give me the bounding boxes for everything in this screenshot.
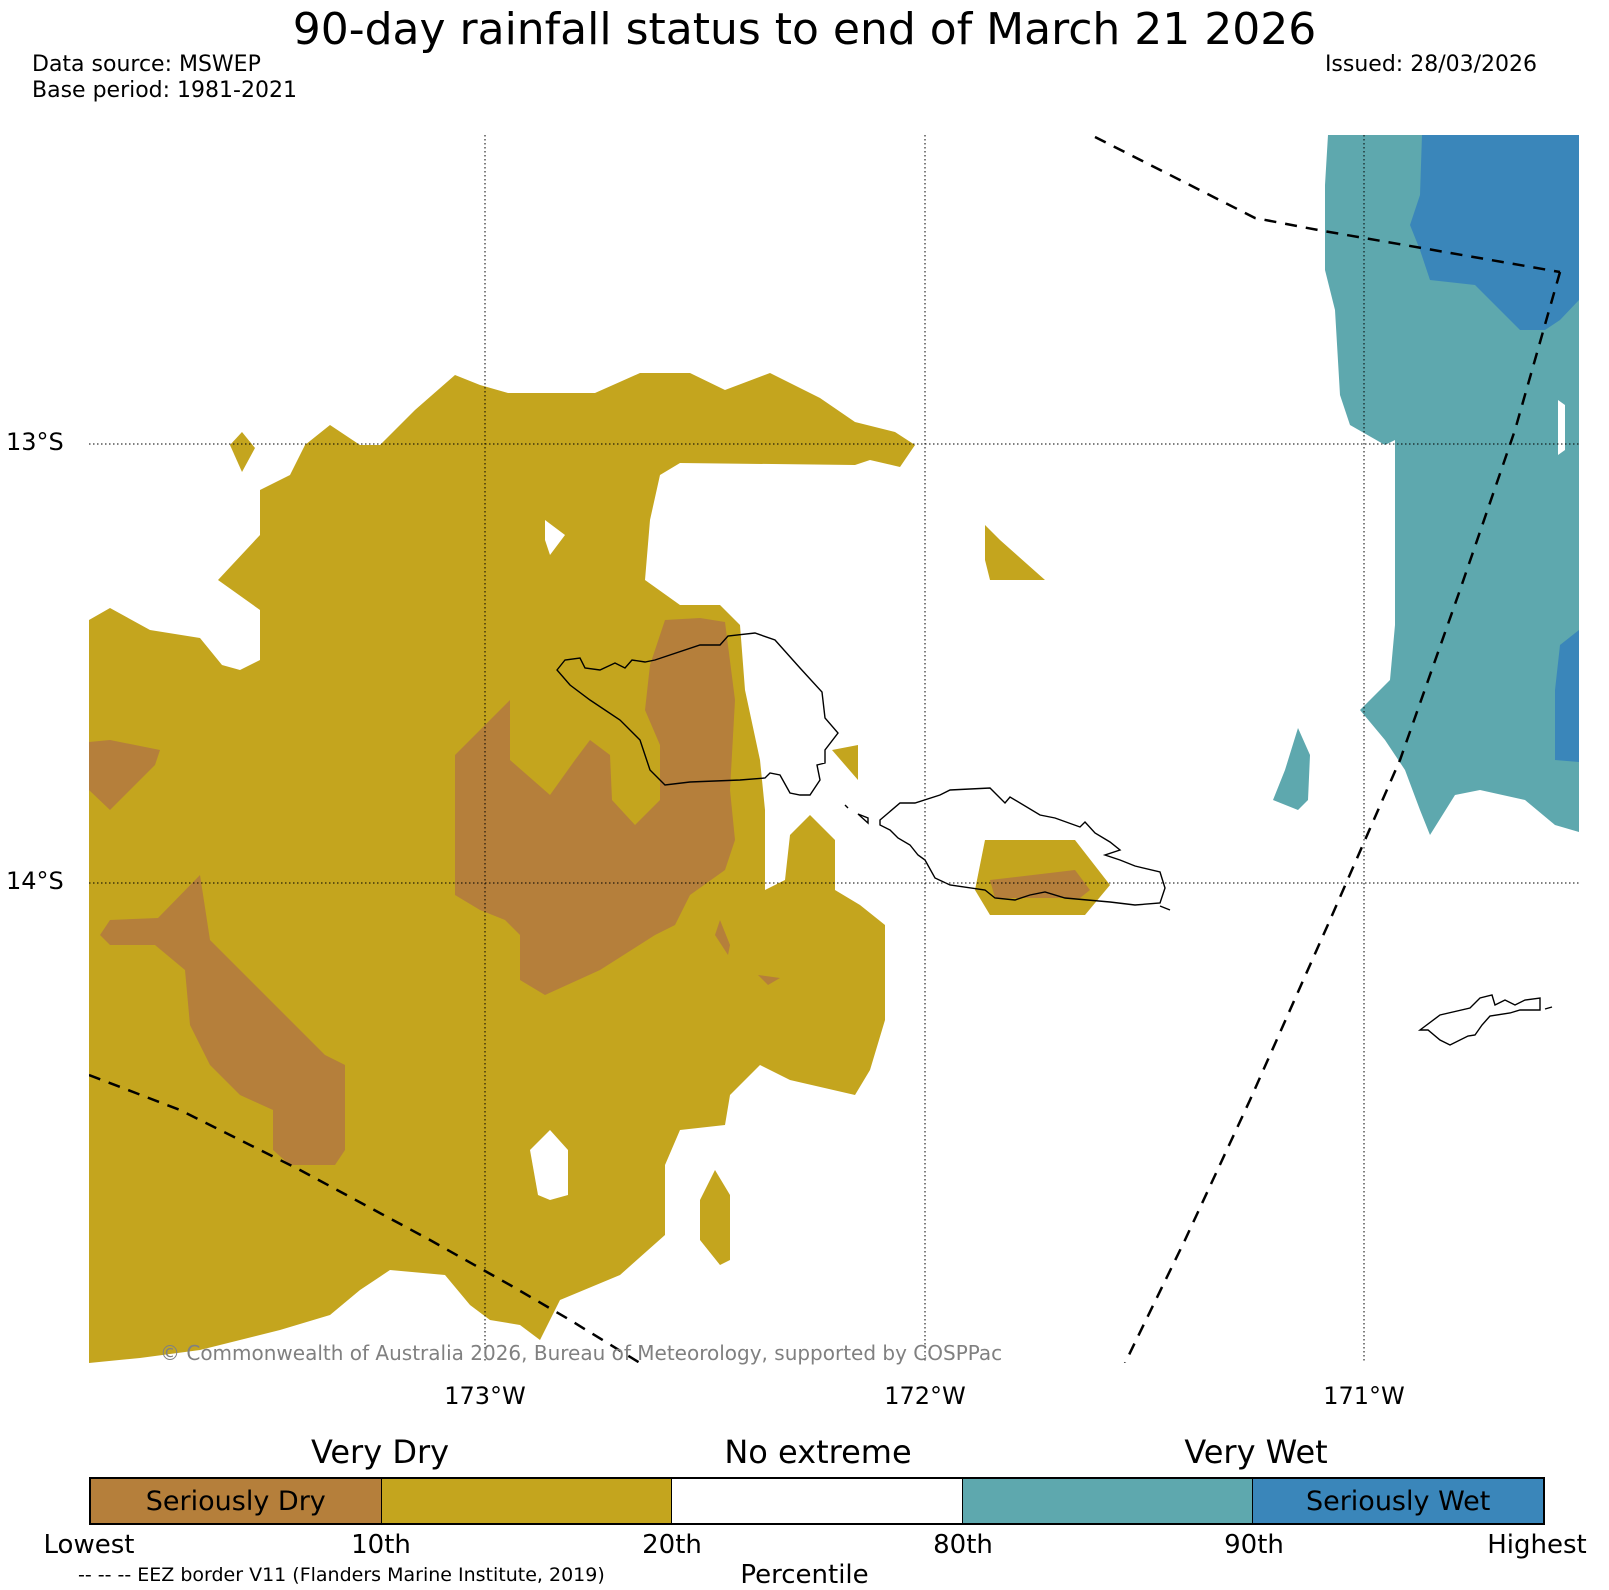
legend-tick-80th: 80th xyxy=(933,1530,993,1560)
legend-tick-10th: 10th xyxy=(351,1530,411,1560)
legend-tick-lowest: Lowest xyxy=(43,1530,135,1560)
legend-segment-seriously-dry: Seriously Dry xyxy=(91,1479,382,1523)
legend-axis-label: Percentile xyxy=(740,1560,869,1590)
seriously-dry-region xyxy=(100,875,345,1165)
seriously-dry-patch xyxy=(715,920,730,955)
legend-category-very-wet: Very Wet xyxy=(1184,1433,1328,1471)
legend-segment-very-wet xyxy=(962,1479,1254,1523)
seriously-wet-region xyxy=(1555,630,1579,762)
legend-segment-seriously-wet: Seriously Wet xyxy=(1253,1479,1543,1523)
legend-category-very-dry: Very Dry xyxy=(310,1433,450,1471)
eez-border-note: -- -- -- EEZ border V11 (Flanders Marine… xyxy=(78,1564,605,1586)
very-dry-patch xyxy=(700,1170,730,1265)
seriously-dry-region xyxy=(455,618,735,995)
lon-label-171w: 171°W xyxy=(1323,1382,1405,1410)
coastline xyxy=(556,632,1553,1046)
very-wet-patch xyxy=(1273,728,1310,810)
very-dry-patch xyxy=(832,745,858,780)
seriously-dry-patch xyxy=(758,975,780,985)
very-dry-patch xyxy=(985,525,1045,580)
lon-label-173w: 173°W xyxy=(444,1382,526,1410)
legend-tick-highest: Highest xyxy=(1487,1530,1587,1560)
copyright-notice: © Commonwealth of Australia 2026, Bureau… xyxy=(160,1341,1002,1365)
legend-segment-very-dry xyxy=(381,1479,673,1523)
eez-border xyxy=(89,135,1562,1363)
legend-category-no-extreme: No extreme xyxy=(724,1433,912,1471)
seriously-dry-patch xyxy=(990,870,1090,898)
seriously-dry-region xyxy=(89,740,160,810)
data-source-label: Data source: MSWEP xyxy=(32,52,261,77)
legend-segment-no-extreme xyxy=(672,1479,963,1523)
very-dry-patch xyxy=(230,432,255,472)
legend-tick-20th: 20th xyxy=(642,1530,702,1560)
seriously-wet-region xyxy=(1410,135,1579,330)
graticule xyxy=(89,135,1579,1363)
lat-label-13s: 13°S xyxy=(6,428,64,456)
page-title: 90-day rainfall status to end of March 2… xyxy=(292,4,1317,55)
lat-label-14s: 14°S xyxy=(6,867,64,895)
lon-label-172w: 172°W xyxy=(884,1382,966,1410)
legend-colorbar: Seriously Dry Seriously Wet xyxy=(89,1477,1545,1525)
base-period-label: Base period: 1981-2021 xyxy=(32,78,297,103)
issued-date-label: Issued: 28/03/2026 xyxy=(1324,52,1537,77)
legend-tick-90th: 90th xyxy=(1224,1530,1284,1560)
